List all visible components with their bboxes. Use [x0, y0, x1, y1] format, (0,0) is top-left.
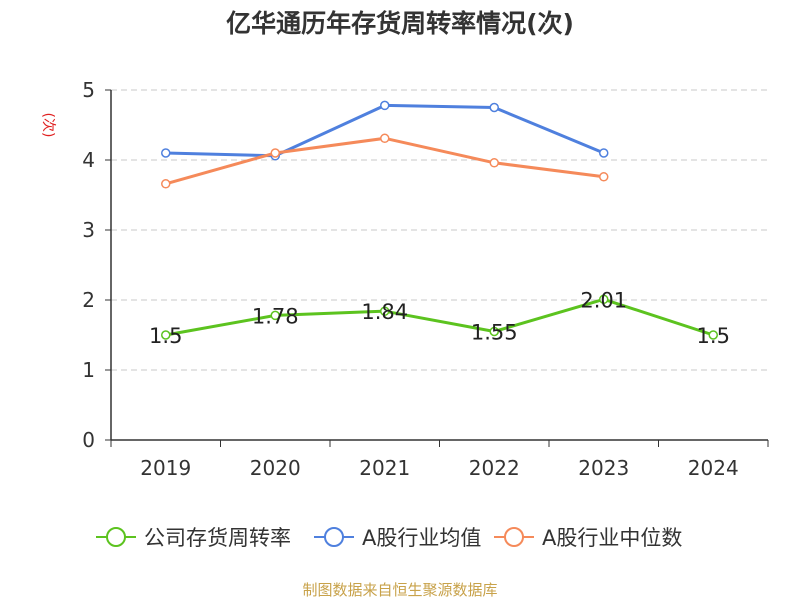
- series-layer: [161, 100, 718, 340]
- x-tick-label: 2020: [250, 456, 301, 480]
- y-axis-label: (次): [40, 113, 56, 138]
- x-tick-label: 2024: [688, 456, 739, 480]
- data-point: [380, 306, 390, 316]
- legend-marker: [324, 527, 344, 547]
- legend-marker: [106, 527, 126, 547]
- data-point: [161, 179, 171, 189]
- data-label: 2.01: [580, 288, 627, 312]
- x-tick-label: 2022: [469, 456, 520, 480]
- series-line-1: [165, 297, 714, 337]
- data-labels: 1.5 1.78 1.84 1.55 2.01 1.5: [149, 288, 730, 348]
- data-point: [489, 158, 499, 168]
- y-tick-label: 4: [82, 148, 95, 172]
- y-tick-label: 2: [82, 288, 95, 312]
- legend-item-2: A股行业均值: [314, 526, 481, 550]
- data-point: [708, 330, 718, 340]
- data-point: [489, 326, 499, 337]
- y-tick-label: 3: [82, 218, 95, 242]
- y-tick-label: 0: [82, 428, 95, 452]
- data-point: [599, 294, 609, 305]
- data-label: 1.5: [697, 324, 730, 348]
- chart-title: 亿华通历年存货周转率情况(次): [226, 9, 574, 38]
- data-label: 1.55: [471, 321, 518, 345]
- y-tick-label: 1: [82, 358, 95, 382]
- x-tick-label: 2023: [578, 456, 629, 480]
- x-tick-label: 2021: [359, 456, 410, 480]
- data-point: [270, 148, 280, 158]
- legend-item-3: A股行业中位数: [494, 526, 682, 550]
- x-tick-label: 2019: [140, 456, 191, 480]
- axes: 0 1 2 3 4 5 2019 2020 2021 2022 2023 2024: [82, 78, 769, 480]
- data-point: [380, 133, 390, 144]
- data-label: 1.5: [149, 324, 182, 348]
- data-point: [161, 330, 171, 340]
- series-line-2: [165, 103, 605, 158]
- legend-marker: [504, 527, 524, 547]
- legend-label: A股行业均值: [362, 526, 481, 550]
- legend-label: A股行业中位数: [542, 526, 682, 550]
- series-line-3: [165, 136, 604, 186]
- legend: 公司存货周转率 A股行业均值 A股行业中位数: [96, 526, 682, 550]
- y-tick-label: 5: [82, 78, 95, 102]
- data-point: [161, 148, 171, 158]
- data-point: [599, 172, 609, 182]
- data-label: 1.84: [361, 300, 408, 324]
- source-note: 制图数据来自恒生聚源数据库: [302, 581, 497, 599]
- data-point: [270, 310, 280, 321]
- legend-label: 公司存货周转率: [144, 526, 291, 550]
- data-point: [489, 102, 499, 113]
- data-point: [380, 100, 390, 111]
- data-point: [599, 148, 609, 158]
- data-label: 1.78: [252, 304, 299, 328]
- legend-item-1: 公司存货周转率: [96, 526, 291, 550]
